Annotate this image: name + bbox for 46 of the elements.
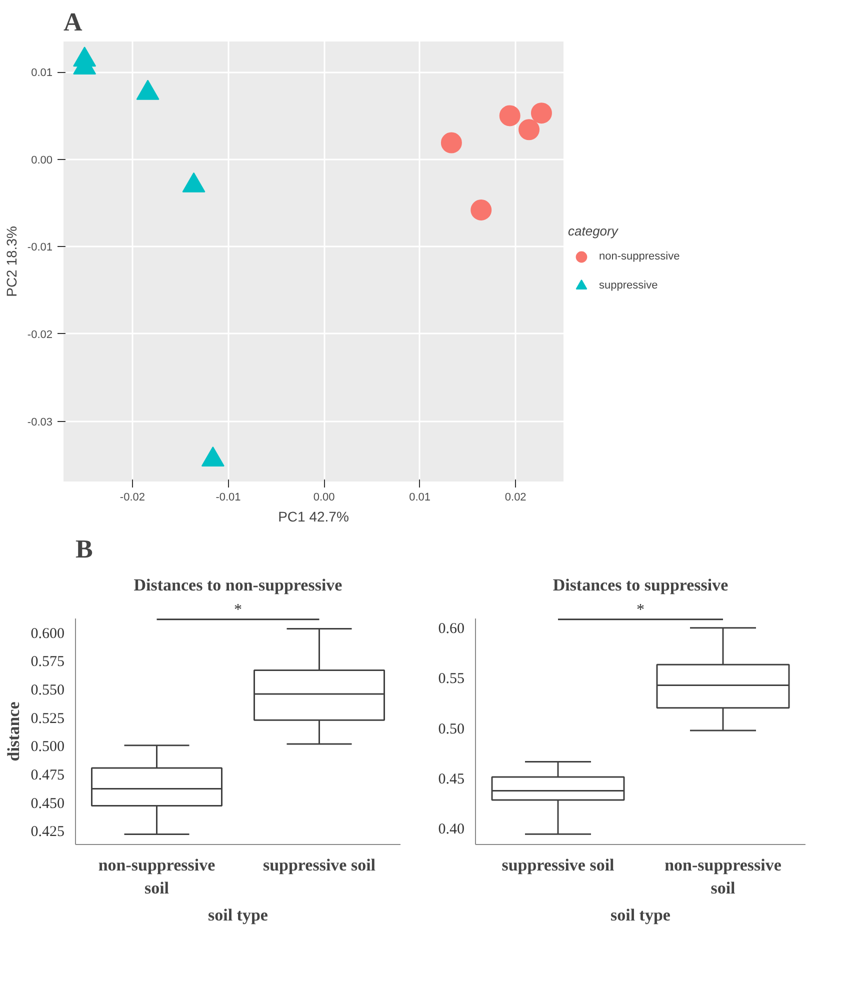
- y-tick-label: 0.50: [438, 721, 464, 738]
- annotation: *: [636, 602, 644, 618]
- x-axis-title: PC1 42.7%: [278, 508, 349, 524]
- y-tick-label: 0.55: [438, 671, 464, 688]
- point: [518, 119, 540, 140]
- legend-label: suppressive: [599, 280, 659, 292]
- y-tick-label: -0.01: [27, 242, 53, 254]
- chart-title: Distances to suppressive: [552, 576, 729, 594]
- x-tick-label: suppressive soil: [262, 856, 376, 874]
- text: B: [76, 534, 93, 564]
- y-axis-title: distance: [4, 701, 23, 762]
- y-tick-label: 0.425: [30, 824, 64, 840]
- x-tick-label: suppressive soil: [502, 856, 615, 874]
- y-tick-label: 0.550: [30, 682, 64, 698]
- x-tick-label: 0.01: [409, 492, 431, 504]
- x-tick-label: 0.02: [504, 492, 526, 504]
- x-tick-label: 0.00: [313, 492, 335, 504]
- y-tick-label: 0.01: [31, 67, 53, 80]
- y-tick-label: 0.475: [30, 768, 64, 784]
- y-tick-label: 0.575: [30, 654, 64, 670]
- y-tick-label: 0.45: [438, 771, 464, 788]
- y-tick-label: 0.40: [438, 822, 464, 838]
- chart-title: Distances to non-suppressive: [134, 576, 343, 594]
- y-tick-label: 0.450: [30, 796, 64, 812]
- point: [201, 446, 224, 467]
- x-tick-label: -0.02: [120, 492, 146, 504]
- x-axis-title: soil type: [208, 905, 268, 924]
- annotation: *: [234, 602, 242, 618]
- point: [499, 105, 520, 126]
- y-tick-label: 0.60: [438, 620, 464, 637]
- y-axis-title: PC2 18.3%: [3, 226, 20, 297]
- y-tick-label: -0.03: [27, 416, 53, 428]
- point: [530, 102, 552, 124]
- x-axis-title: soil type: [610, 905, 671, 924]
- legend-title: category: [568, 224, 620, 238]
- x-tick-label: non-suppressive soil: [664, 856, 782, 898]
- y-tick-label: 0.00: [31, 154, 53, 166]
- point: [440, 132, 462, 154]
- y-tick-label: -0.02: [27, 328, 53, 341]
- text: A: [64, 8, 82, 36]
- y-tick-label: 0.525: [30, 710, 64, 727]
- y-tick-label: 0.600: [30, 626, 64, 642]
- y-tick-label: 0.500: [30, 739, 64, 756]
- point: [470, 200, 492, 220]
- legend-label: non-suppressive: [599, 250, 680, 262]
- x-tick-label: -0.01: [216, 492, 241, 504]
